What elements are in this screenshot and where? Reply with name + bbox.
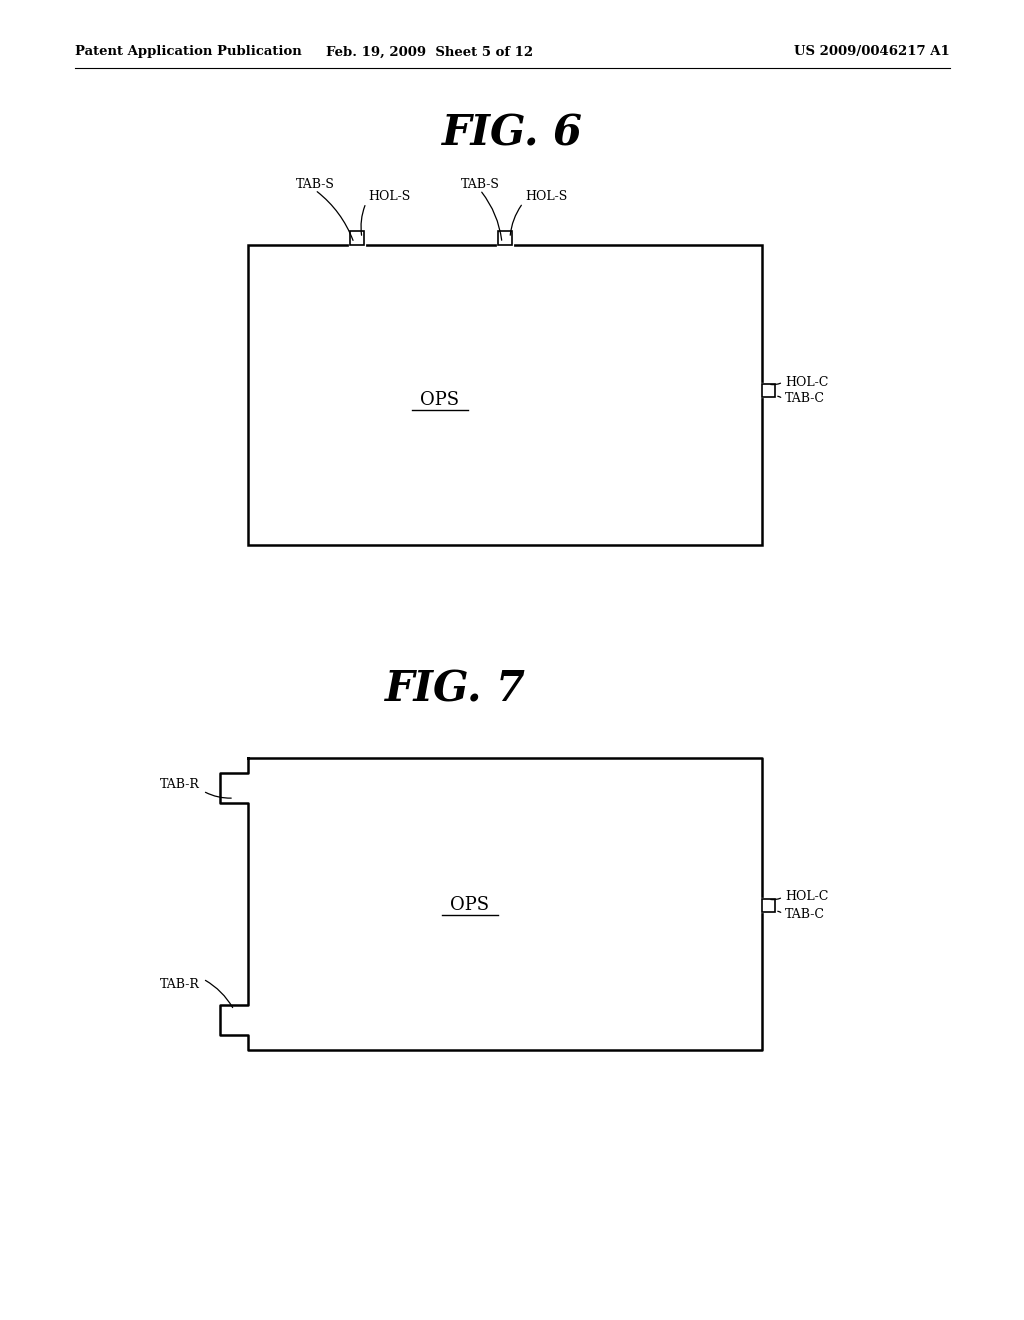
- Text: TAB-R: TAB-R: [160, 978, 200, 991]
- Text: TAB-S: TAB-S: [461, 177, 500, 190]
- Text: HOL-C: HOL-C: [785, 375, 828, 388]
- Text: FIG. 7: FIG. 7: [384, 669, 525, 711]
- Bar: [248, 246, 762, 545]
- Text: HOL-S: HOL-S: [525, 190, 567, 203]
- Bar: [350, 231, 364, 246]
- Text: TAB-R: TAB-R: [160, 779, 200, 792]
- Text: HOL-S: HOL-S: [368, 190, 411, 203]
- Text: Patent Application Publication: Patent Application Publication: [75, 45, 302, 58]
- Text: FIG. 6: FIG. 6: [441, 112, 583, 154]
- Text: Feb. 19, 2009  Sheet 5 of 12: Feb. 19, 2009 Sheet 5 of 12: [327, 45, 534, 58]
- Text: HOL-C: HOL-C: [785, 891, 828, 903]
- Text: OPS: OPS: [421, 391, 460, 409]
- Text: US 2009/0046217 A1: US 2009/0046217 A1: [795, 45, 950, 58]
- Text: TAB-C: TAB-C: [785, 908, 825, 920]
- Text: OPS: OPS: [451, 896, 489, 913]
- Text: TAB-C: TAB-C: [785, 392, 825, 405]
- Bar: [762, 899, 775, 912]
- Bar: [498, 231, 512, 246]
- Text: TAB-S: TAB-S: [296, 177, 335, 190]
- Bar: [762, 384, 775, 397]
